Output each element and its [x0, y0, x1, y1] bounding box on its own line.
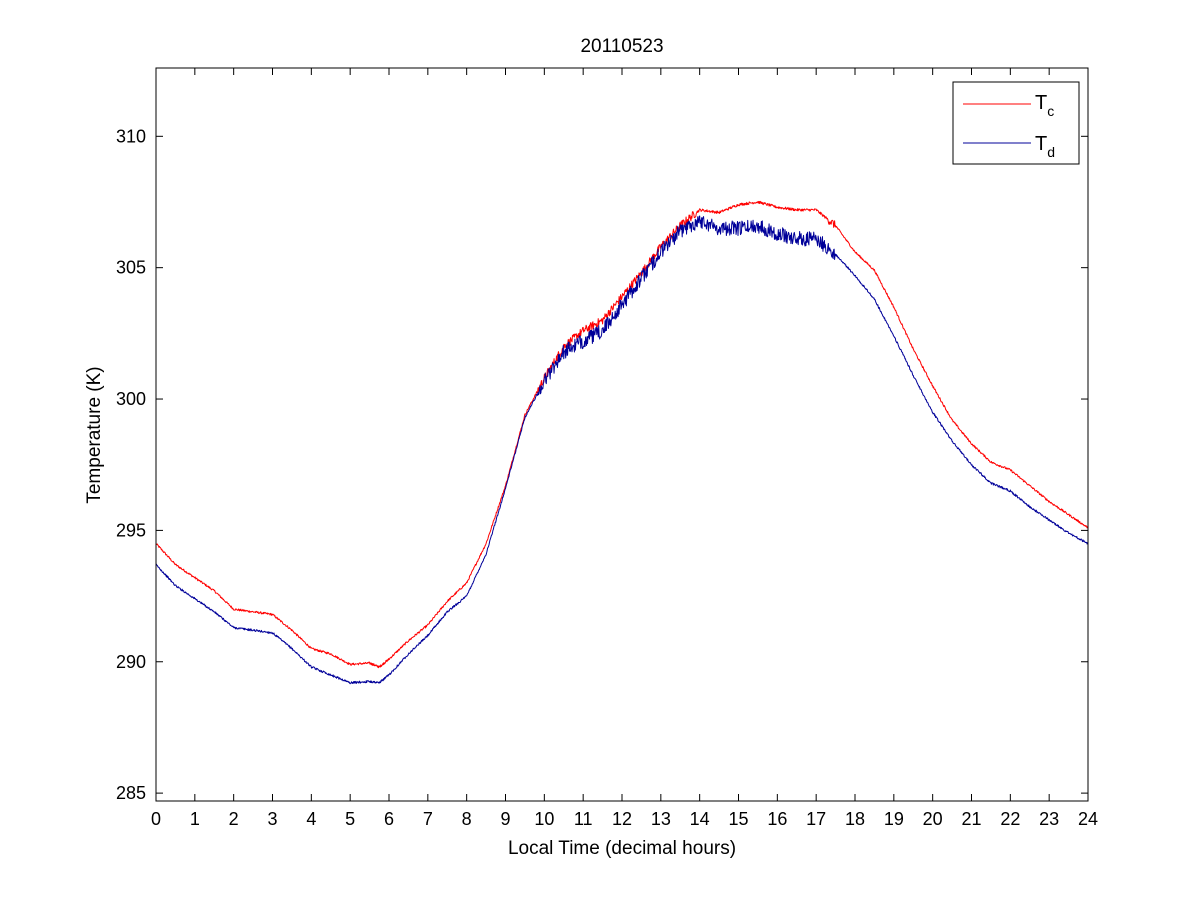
x-tick-label: 16	[767, 809, 787, 829]
legend-label-tc-base: T	[1035, 92, 1047, 114]
x-tick-label: 3	[267, 809, 277, 829]
chart-title: 20110523	[580, 36, 663, 57]
x-tick-label: 8	[462, 809, 472, 829]
x-tick-label: 5	[345, 809, 355, 829]
x-tick-label: 0	[151, 809, 161, 829]
x-tick-label: 9	[500, 809, 510, 829]
x-tick-label: 4	[306, 809, 316, 829]
y-tick-label: 305	[116, 258, 146, 278]
x-tick-label: 10	[534, 809, 554, 829]
legend-label-td-sub: d	[1047, 144, 1055, 160]
x-tick-label: 20	[923, 809, 943, 829]
x-tick-label: 7	[423, 809, 433, 829]
x-tick-label: 22	[1000, 809, 1020, 829]
plot-frame	[155, 67, 1089, 802]
x-tick-label: 6	[384, 809, 394, 829]
y-tick-label: 285	[116, 783, 146, 803]
x-tick-label: 11	[574, 809, 593, 829]
x-tick-label: 12	[612, 809, 632, 829]
legend: Tc Td	[952, 81, 1080, 165]
legend-label-td: Td	[1035, 133, 1055, 160]
y-tick-label: 310	[116, 126, 146, 146]
y-tick-label: 295	[116, 520, 146, 540]
y-axis-title: Temperature (K)	[84, 366, 105, 503]
legend-box	[952, 81, 1080, 165]
x-tick-label: 19	[884, 809, 904, 829]
x-axis-title: Local Time (decimal hours)	[508, 838, 736, 859]
series-layer	[155, 200, 1089, 685]
legend-label-td-base: T	[1035, 133, 1047, 155]
legend-label-tc-sub: c	[1047, 103, 1054, 119]
x-tick-label: 17	[806, 809, 826, 829]
x-tick-label: 24	[1078, 809, 1098, 829]
legend-label-tc: Tc	[1035, 92, 1054, 119]
series-line-tc	[155, 200, 1089, 669]
x-tick-label: 21	[961, 809, 981, 829]
y-tick-label: 300	[116, 389, 146, 409]
y-tick-label: 290	[116, 652, 146, 672]
plot-area	[156, 68, 1088, 801]
x-tick-label: 13	[651, 809, 671, 829]
x-tick-label: 18	[845, 809, 865, 829]
x-tick-label: 1	[190, 809, 200, 829]
tick-layer: 0 1 2 3 4 5 6 7 8 9 10 11 12 13 14 15 16 17 18 19 20 21 22 23 24…	[116, 68, 1098, 829]
x-tick-label: 23	[1039, 809, 1059, 829]
x-tick-label: 15	[728, 809, 748, 829]
x-tick-label: 2	[229, 809, 239, 829]
series-line-td	[155, 215, 1089, 685]
x-tick-label: 14	[690, 809, 710, 829]
